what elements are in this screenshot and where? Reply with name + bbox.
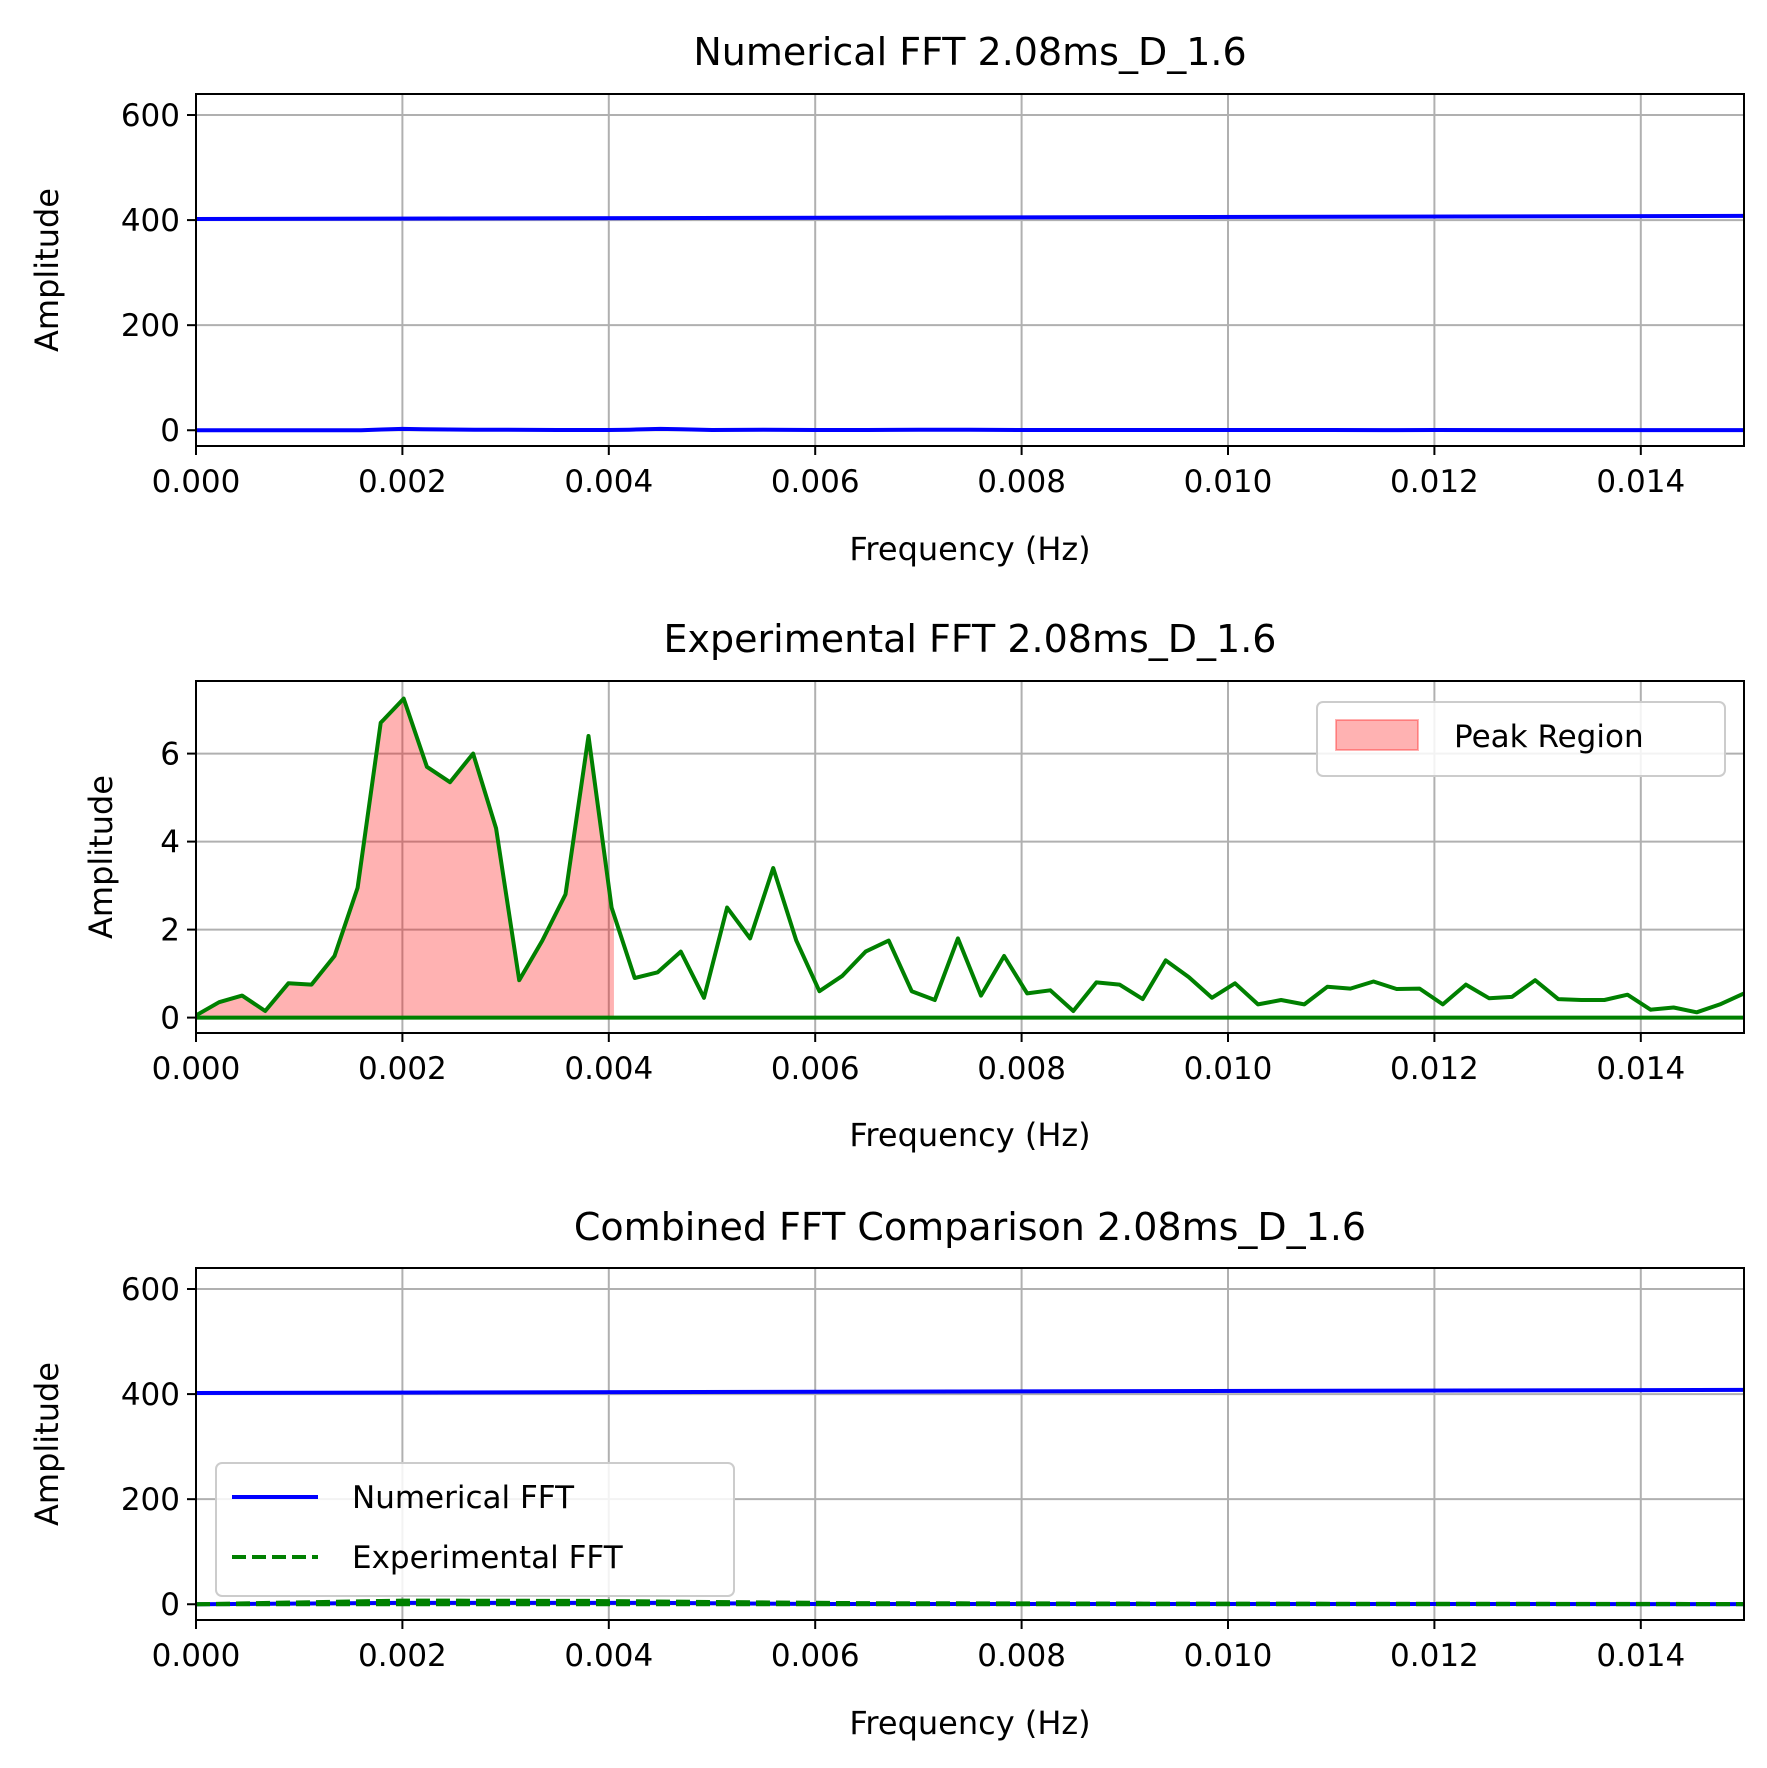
combined-fft-title: Combined FFT Comparison 2.08ms_D_1.6 — [574, 1205, 1366, 1249]
numerical-fft-y-tick-label: 400 — [121, 203, 180, 239]
numerical-fft-series-line-1 — [196, 213, 1744, 221]
legend-peak-region-label: Peak Region — [1454, 719, 1644, 755]
combined-fft-x-tick-label: 0.000 — [152, 1638, 241, 1674]
legend-frame — [1316, 701, 1726, 777]
legend-frame — [215, 1462, 735, 1597]
experimental-fft-x-tick-label: 0.006 — [771, 1051, 860, 1087]
numerical-fft-xlabel: Frequency (Hz) — [849, 530, 1090, 568]
combined-fft-x-tick-label: 0.012 — [1390, 1638, 1479, 1674]
numerical-fft-plot — [196, 213, 1744, 433]
combined-fft-panel: Combined FFT Comparison 2.08ms_D_1.6 0.0… — [28, 1205, 1745, 1742]
experimental-fft-x-tick-label: 0.014 — [1596, 1051, 1685, 1087]
numerical-fft-series-line-0 — [196, 1387, 1744, 1395]
combined-fft-xlabel: Frequency (Hz) — [849, 1704, 1090, 1742]
numerical-fft-y-tick-label: 600 — [121, 98, 180, 134]
experimental-fft-title: Experimental FFT 2.08ms_D_1.6 — [664, 617, 1277, 661]
numerical-fft-x-tick-label: 0.006 — [771, 464, 860, 500]
experimental-fft-legend: Peak Region — [1316, 701, 1726, 777]
experimental-fft-x-tick-label: 0.000 — [152, 1051, 241, 1087]
experimental-fft-x-tick-label: 0.008 — [977, 1051, 1066, 1087]
combined-fft-y-tick-label: 200 — [121, 1482, 180, 1518]
numerical-fft-y-tick-label: 0 — [160, 413, 180, 449]
combined-fft-x-tick-label: 0.004 — [564, 1638, 653, 1674]
numerical-fft-title: Numerical FFT 2.08ms_D_1.6 — [693, 30, 1246, 74]
numerical-fft-x-ticks: 0.000 0.002 0.004 0.006 0.008 0.010 0.012 0.014 — [152, 446, 1685, 500]
numerical-fft-ylabel: Amplitude — [28, 188, 66, 352]
legend-experimental-fft-label: Experimental FFT — [352, 1540, 624, 1576]
experimental-fft-x-tick-label: 0.012 — [1390, 1051, 1479, 1087]
combined-fft-x-tick-label: 0.008 — [977, 1638, 1066, 1674]
experimental-fft-ylabel: Amplitude — [82, 775, 120, 939]
experimental-fft-xlabel: Frequency (Hz) — [849, 1116, 1090, 1154]
numerical-fft-x-tick-label: 0.008 — [977, 464, 1066, 500]
peak-region-fill — [196, 698, 614, 1018]
experimental-fft-y-tick-label: 0 — [160, 1001, 180, 1037]
experimental-fft-panel: Experimental FFT 2.08ms_D_1.6 0.000 0.002… — [82, 617, 1745, 1154]
numerical-fft-series-line-0 — [196, 426, 1744, 433]
combined-fft-x-tick-label: 0.010 — [1184, 1638, 1273, 1674]
numerical-fft-x-tick-label: 0.000 — [152, 464, 241, 500]
experimental-fft-y-tick-label: 2 — [160, 913, 180, 949]
legend-numerical-fft-label: Numerical FFT — [352, 1480, 575, 1516]
combined-fft-x-tick-label: 0.002 — [358, 1638, 447, 1674]
combined-fft-legend: Numerical FFT Experimental FFT — [215, 1462, 735, 1597]
numerical-fft-x-tick-label: 0.012 — [1390, 464, 1479, 500]
experimental-fft-y-tick-label: 6 — [160, 737, 180, 773]
experimental-fft-y-tick-label: 4 — [160, 825, 180, 861]
experimental-fft-y-ticks: 0 2 4 6 — [160, 737, 196, 1037]
combined-fft-y-tick-label: 600 — [121, 1272, 180, 1308]
combined-fft-ylabel: Amplitude — [28, 1362, 66, 1526]
combined-fft-frame — [195, 1267, 1745, 1621]
experimental-fft-x-tick-label: 0.004 — [564, 1051, 653, 1087]
numerical-fft-y-ticks: 0 200 400 600 — [121, 98, 196, 449]
experimental-fft-frame — [195, 680, 1745, 1034]
experimental-fft-x-tick-label: 0.010 — [1184, 1051, 1273, 1087]
numerical-fft-x-tick-label: 0.014 — [1596, 464, 1685, 500]
legend-peak-region-swatch — [1335, 719, 1419, 751]
numerical-fft-panel: Numerical FFT 2.08ms_D_1.6 0.000 0.002 0.0… — [28, 30, 1745, 568]
numerical-fft-x-tick-label: 0.002 — [358, 464, 447, 500]
combined-fft-y-tick-label: 0 — [160, 1587, 180, 1623]
experimental-fft-x-ticks: 0.000 0.002 0.004 0.006 0.008 0.010 0.012 0.014 — [152, 1033, 1685, 1087]
numerical-fft-frame — [195, 93, 1745, 447]
combined-fft-y-tick-label: 400 — [121, 1377, 180, 1413]
numerical-fft-x-tick-label: 0.010 — [1184, 464, 1273, 500]
experimental-fft-series-line-0 — [196, 696, 1744, 1018]
numerical-fft-x-tick-label: 0.004 — [564, 464, 653, 500]
numerical-fft-y-tick-label: 200 — [121, 308, 180, 344]
experimental-fft-x-tick-label: 0.002 — [358, 1051, 447, 1087]
combined-fft-x-ticks: 0.000 0.002 0.004 0.006 0.008 0.010 0.012 0.014 — [152, 1620, 1685, 1674]
combined-fft-y-ticks: 0 200 400 600 — [121, 1272, 196, 1623]
combined-fft-x-tick-label: 0.006 — [771, 1638, 860, 1674]
combined-fft-plot — [196, 1387, 1744, 1607]
experimental-fft-plot — [196, 696, 1744, 1020]
combined-fft-x-tick-label: 0.014 — [1596, 1638, 1685, 1674]
